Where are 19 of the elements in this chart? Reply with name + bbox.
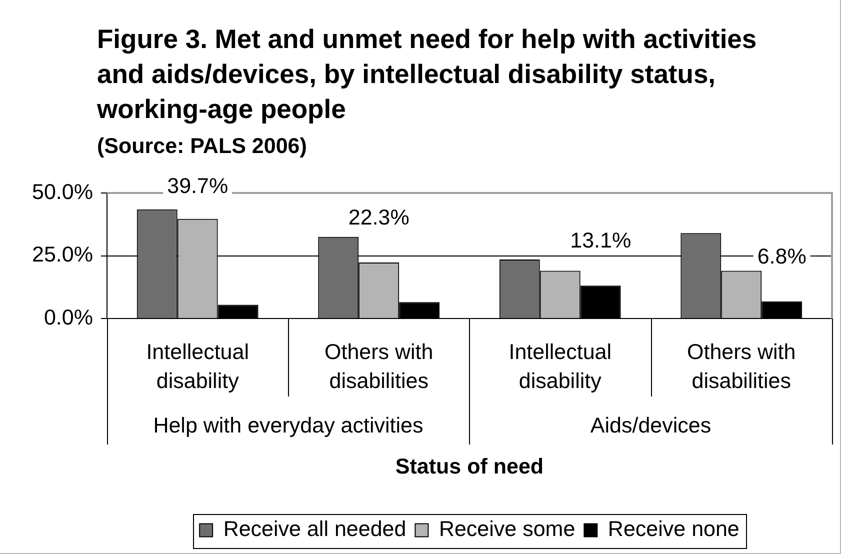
data-label: 13.1% — [570, 228, 632, 253]
x-tick-label: Others with disabilities — [687, 340, 796, 393]
x-tick-label: Intellectual disability — [146, 340, 249, 393]
legend-label: Receive none — [608, 517, 740, 542]
x-tick-label: Others with disabilities — [324, 340, 434, 393]
data-label: 6.8% — [757, 244, 806, 268]
y-tick-label: 0.0% — [44, 305, 93, 330]
y-tick-label: 50.0% — [32, 180, 93, 204]
legend-label: Receive some — [438, 517, 576, 542]
legend-label: Receive all needed — [223, 517, 406, 542]
data-label: 22.3% — [348, 205, 410, 230]
text: Aids/devices — [590, 413, 712, 438]
chart-subtitle: (Source: PALS 2006) — [97, 134, 307, 158]
x-tick-label: Intellectual disability — [508, 340, 612, 393]
chart-title: Figure 3. Met and unmet need for help with activities and aids/devices, by intellectual disability status, working-age people — [97, 24, 757, 124]
data-label: 39.7% — [167, 174, 228, 198]
x-axis-title: Status of need — [395, 454, 544, 479]
text: Help with everyday activities — [153, 413, 424, 438]
y-tick-label: 25.0% — [32, 242, 93, 267]
